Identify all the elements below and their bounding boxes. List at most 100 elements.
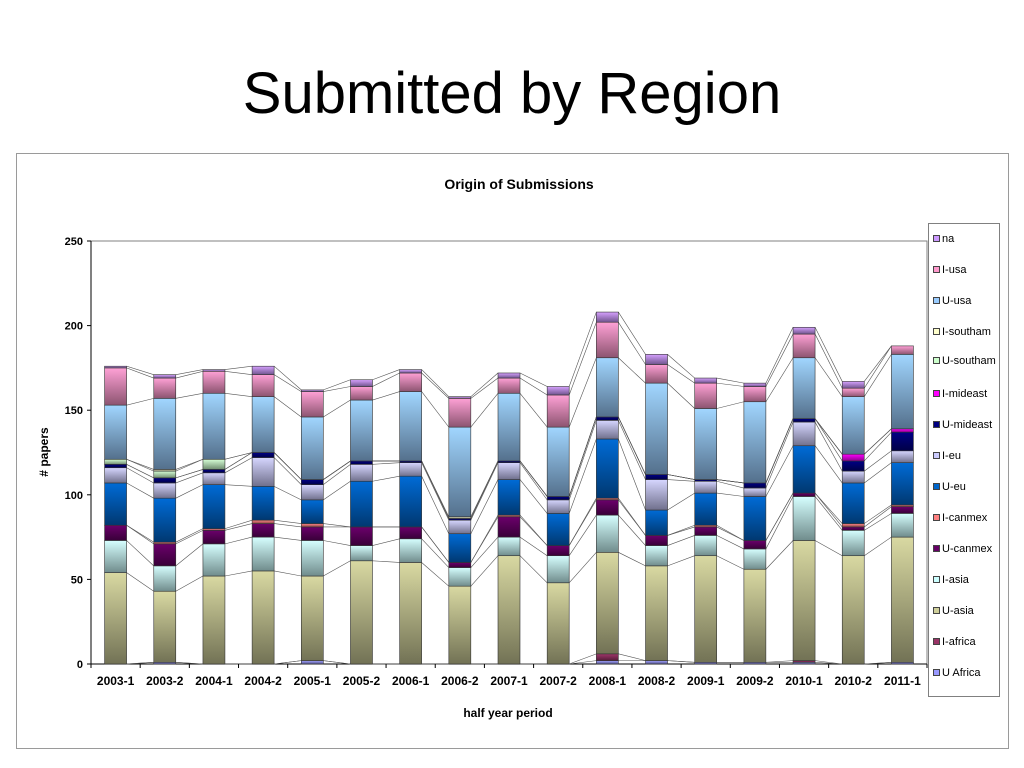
- bar-segment: [350, 526, 373, 546]
- series-line-i-southam: [667, 474, 695, 480]
- series-line-i-canmex: [126, 525, 154, 543]
- bar-segment: [743, 401, 767, 484]
- x-tick-label: 2004-1: [195, 674, 233, 688]
- bar-segment: [792, 333, 816, 359]
- bar-segment: [350, 386, 373, 401]
- bar-segment: [497, 555, 521, 665]
- series-line-i-southam: [323, 460, 351, 480]
- bar-segment: [645, 479, 668, 511]
- bar-segment: [251, 457, 275, 487]
- series-line-i-eu: [175, 472, 204, 484]
- series-line-i-southam: [421, 460, 450, 517]
- series-line-u-africa: [569, 660, 597, 665]
- series-line-u-asia: [667, 555, 695, 567]
- series-line-u-asia: [716, 555, 745, 570]
- bar-segment: [300, 523, 324, 528]
- bar-segment: [350, 379, 373, 387]
- bar-segment: [792, 445, 816, 494]
- bar-segment: [448, 562, 472, 568]
- bar-segment: [645, 354, 668, 365]
- bar-segment: [251, 452, 275, 458]
- series-line-i-africa: [667, 660, 695, 663]
- series-line-u-canmex: [864, 506, 892, 528]
- series-line-i-usa: [863, 345, 892, 389]
- series-line-i-asia: [618, 514, 646, 546]
- bar-segment: [350, 560, 373, 665]
- series-line-i-eu: [470, 462, 499, 521]
- bar-segment: [300, 526, 324, 541]
- series-line-u-asia: [323, 560, 351, 577]
- x-axis-label: half year period: [463, 706, 552, 720]
- bar-segment: [546, 499, 570, 514]
- series-line-i-mideast: [126, 464, 154, 479]
- bar-segment: [350, 460, 373, 465]
- series-line-na: [667, 354, 695, 379]
- series-line-i-southam: [568, 416, 597, 497]
- bar-segment: [202, 530, 226, 545]
- x-tick-label: 2007-1: [490, 674, 528, 688]
- bar-segment: [202, 575, 226, 665]
- series-line-u-usa: [175, 392, 203, 399]
- bar-segment: [792, 357, 816, 419]
- bar-segment: [448, 567, 472, 587]
- series-line-u-eu: [224, 484, 253, 487]
- series-line-i-africa: [126, 662, 154, 665]
- series-line-i-eu: [372, 462, 400, 465]
- series-line-i-africa: [864, 662, 892, 665]
- bar-segment: [399, 538, 422, 563]
- bar-segment: [251, 519, 275, 524]
- x-tick-label: 2003-1: [97, 674, 135, 688]
- series-line-u-usa: [421, 391, 450, 428]
- bar-segment: [202, 484, 226, 529]
- series-line-i-southam: [519, 460, 548, 497]
- series-line-i-southam: [618, 416, 646, 475]
- bar-segment: [300, 575, 324, 661]
- series-line-i-asia: [421, 538, 450, 568]
- bar-segment: [792, 496, 816, 541]
- series-line-i-usa: [372, 372, 400, 387]
- series-line-u-usa: [765, 357, 794, 402]
- bar-segment: [743, 386, 767, 403]
- series-line-i-canmex: [470, 514, 499, 563]
- bar-segment: [743, 548, 767, 570]
- series-line-i-eu: [618, 420, 646, 480]
- bar-segment: [891, 462, 914, 506]
- bar-segment: [104, 365, 127, 369]
- series-line-i-eu: [568, 420, 597, 500]
- bar-segment: [251, 396, 275, 453]
- x-tick-label: 2010-2: [835, 674, 873, 688]
- legend-swatch: [933, 545, 940, 552]
- legend-swatch: [933, 452, 940, 459]
- bar-segment: [448, 398, 472, 428]
- bar-segment: [891, 354, 914, 430]
- series-line-i-southam: [126, 458, 154, 470]
- bar-segment: [694, 377, 718, 384]
- series-line-u-usa: [814, 357, 843, 397]
- bar-segment: [399, 562, 422, 665]
- series-line-u-asia: [765, 540, 794, 570]
- series-line-i-usa: [470, 377, 499, 399]
- bar-segment: [350, 480, 373, 528]
- series-line-u-canmex: [274, 523, 302, 528]
- series-line-na: [421, 369, 450, 397]
- bar-segment: [251, 365, 275, 375]
- bar-segment: [792, 540, 816, 661]
- bar-segment: [645, 509, 668, 536]
- series-line-i-canmex: [814, 492, 843, 524]
- bar-segment: [153, 482, 177, 499]
- series-line-i-usa: [618, 322, 646, 365]
- bar-segment: [596, 653, 619, 661]
- bar-segment: [497, 536, 521, 557]
- series-line-i-southam: [765, 418, 794, 484]
- legend-swatch: [933, 297, 940, 304]
- x-tick-label: 2011-1: [884, 674, 921, 688]
- series-line-i-eu: [224, 457, 253, 474]
- x-tick-label: 2008-1: [589, 674, 627, 688]
- bar-segment: [841, 482, 865, 524]
- series-line-u-canmex: [175, 530, 204, 545]
- bar-segment: [645, 364, 668, 384]
- series-line-i-usa: [273, 374, 302, 392]
- legend-swatch: [933, 607, 940, 614]
- legend-label: I-eu: [942, 450, 961, 462]
